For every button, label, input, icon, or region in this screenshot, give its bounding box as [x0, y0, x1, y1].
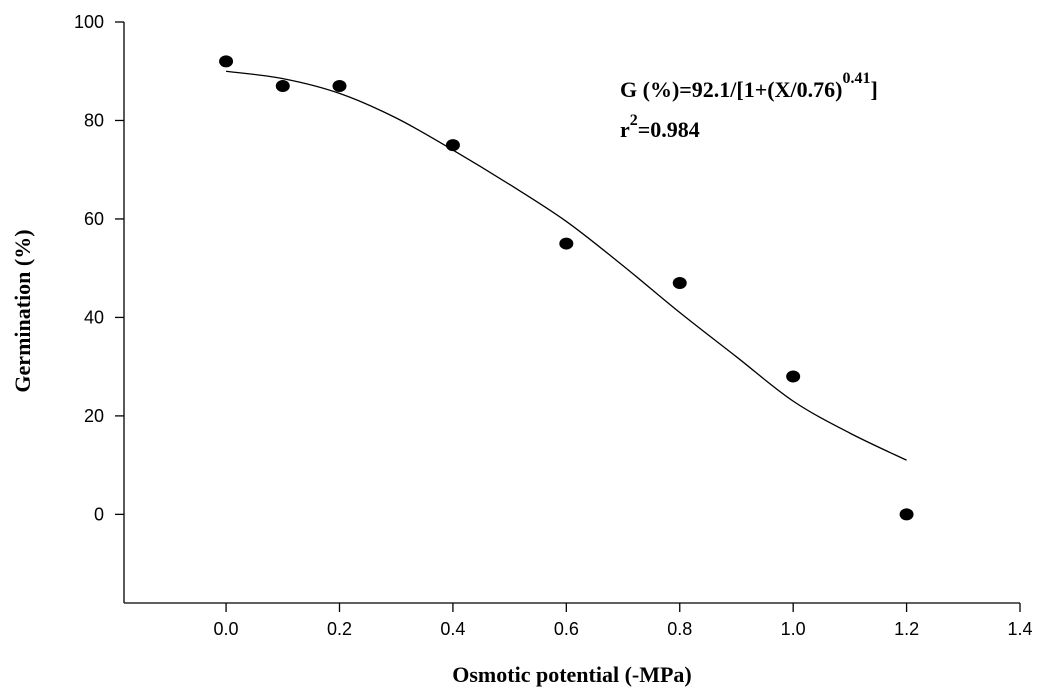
r-exponent: 2	[630, 112, 638, 129]
y-tick-label: 40	[84, 307, 104, 327]
y-tick-label: 60	[84, 209, 104, 229]
r-squared-annotation: r2=0.984	[620, 112, 700, 142]
x-tick-label: 0.0	[214, 619, 239, 639]
y-tick-label: 0	[94, 504, 104, 524]
y-axis-ticks: 0 20 40 60 80 100	[74, 12, 124, 524]
data-point	[786, 370, 801, 383]
data-point	[332, 80, 347, 93]
r-value: =0.984	[638, 117, 700, 142]
x-tick-label: 0.6	[554, 619, 579, 639]
x-tick-label: 1.4	[1007, 619, 1032, 639]
equation-annotation: G (%)=92.1/[1+(X/0.76)0.41]	[620, 70, 878, 102]
data-point	[899, 508, 914, 521]
equation-exponent: 0.41	[842, 70, 870, 87]
x-tick-label: 0.2	[327, 619, 352, 639]
x-tick-label: 0.4	[440, 619, 465, 639]
equation-main: G (%)=92.1/[1+(X/0.76)	[620, 77, 842, 102]
y-axis-title: Germination (%)	[10, 229, 35, 392]
y-tick-label: 100	[74, 12, 104, 32]
data-point	[672, 276, 687, 289]
r-prefix: r	[620, 117, 630, 142]
x-axis-title: Osmotic potential (-MPa)	[452, 662, 692, 687]
x-tick-label: 1.2	[894, 619, 919, 639]
fit-curve-line	[225, 70, 907, 461]
y-tick-label: 20	[84, 406, 104, 426]
x-axis-ticks: 0.0 0.2 0.4 0.6 0.8 1.0 1.2 1.4	[214, 603, 1033, 639]
data-point	[559, 237, 574, 250]
y-tick-label: 80	[84, 110, 104, 130]
data-point	[445, 139, 460, 152]
x-tick-label: 1.0	[781, 619, 806, 639]
data-point	[275, 80, 290, 93]
plot-area	[123, 22, 1020, 604]
data-point	[219, 55, 234, 68]
equation-close: ]	[870, 77, 877, 102]
x-tick-label: 0.8	[667, 619, 692, 639]
data-points	[219, 55, 914, 521]
